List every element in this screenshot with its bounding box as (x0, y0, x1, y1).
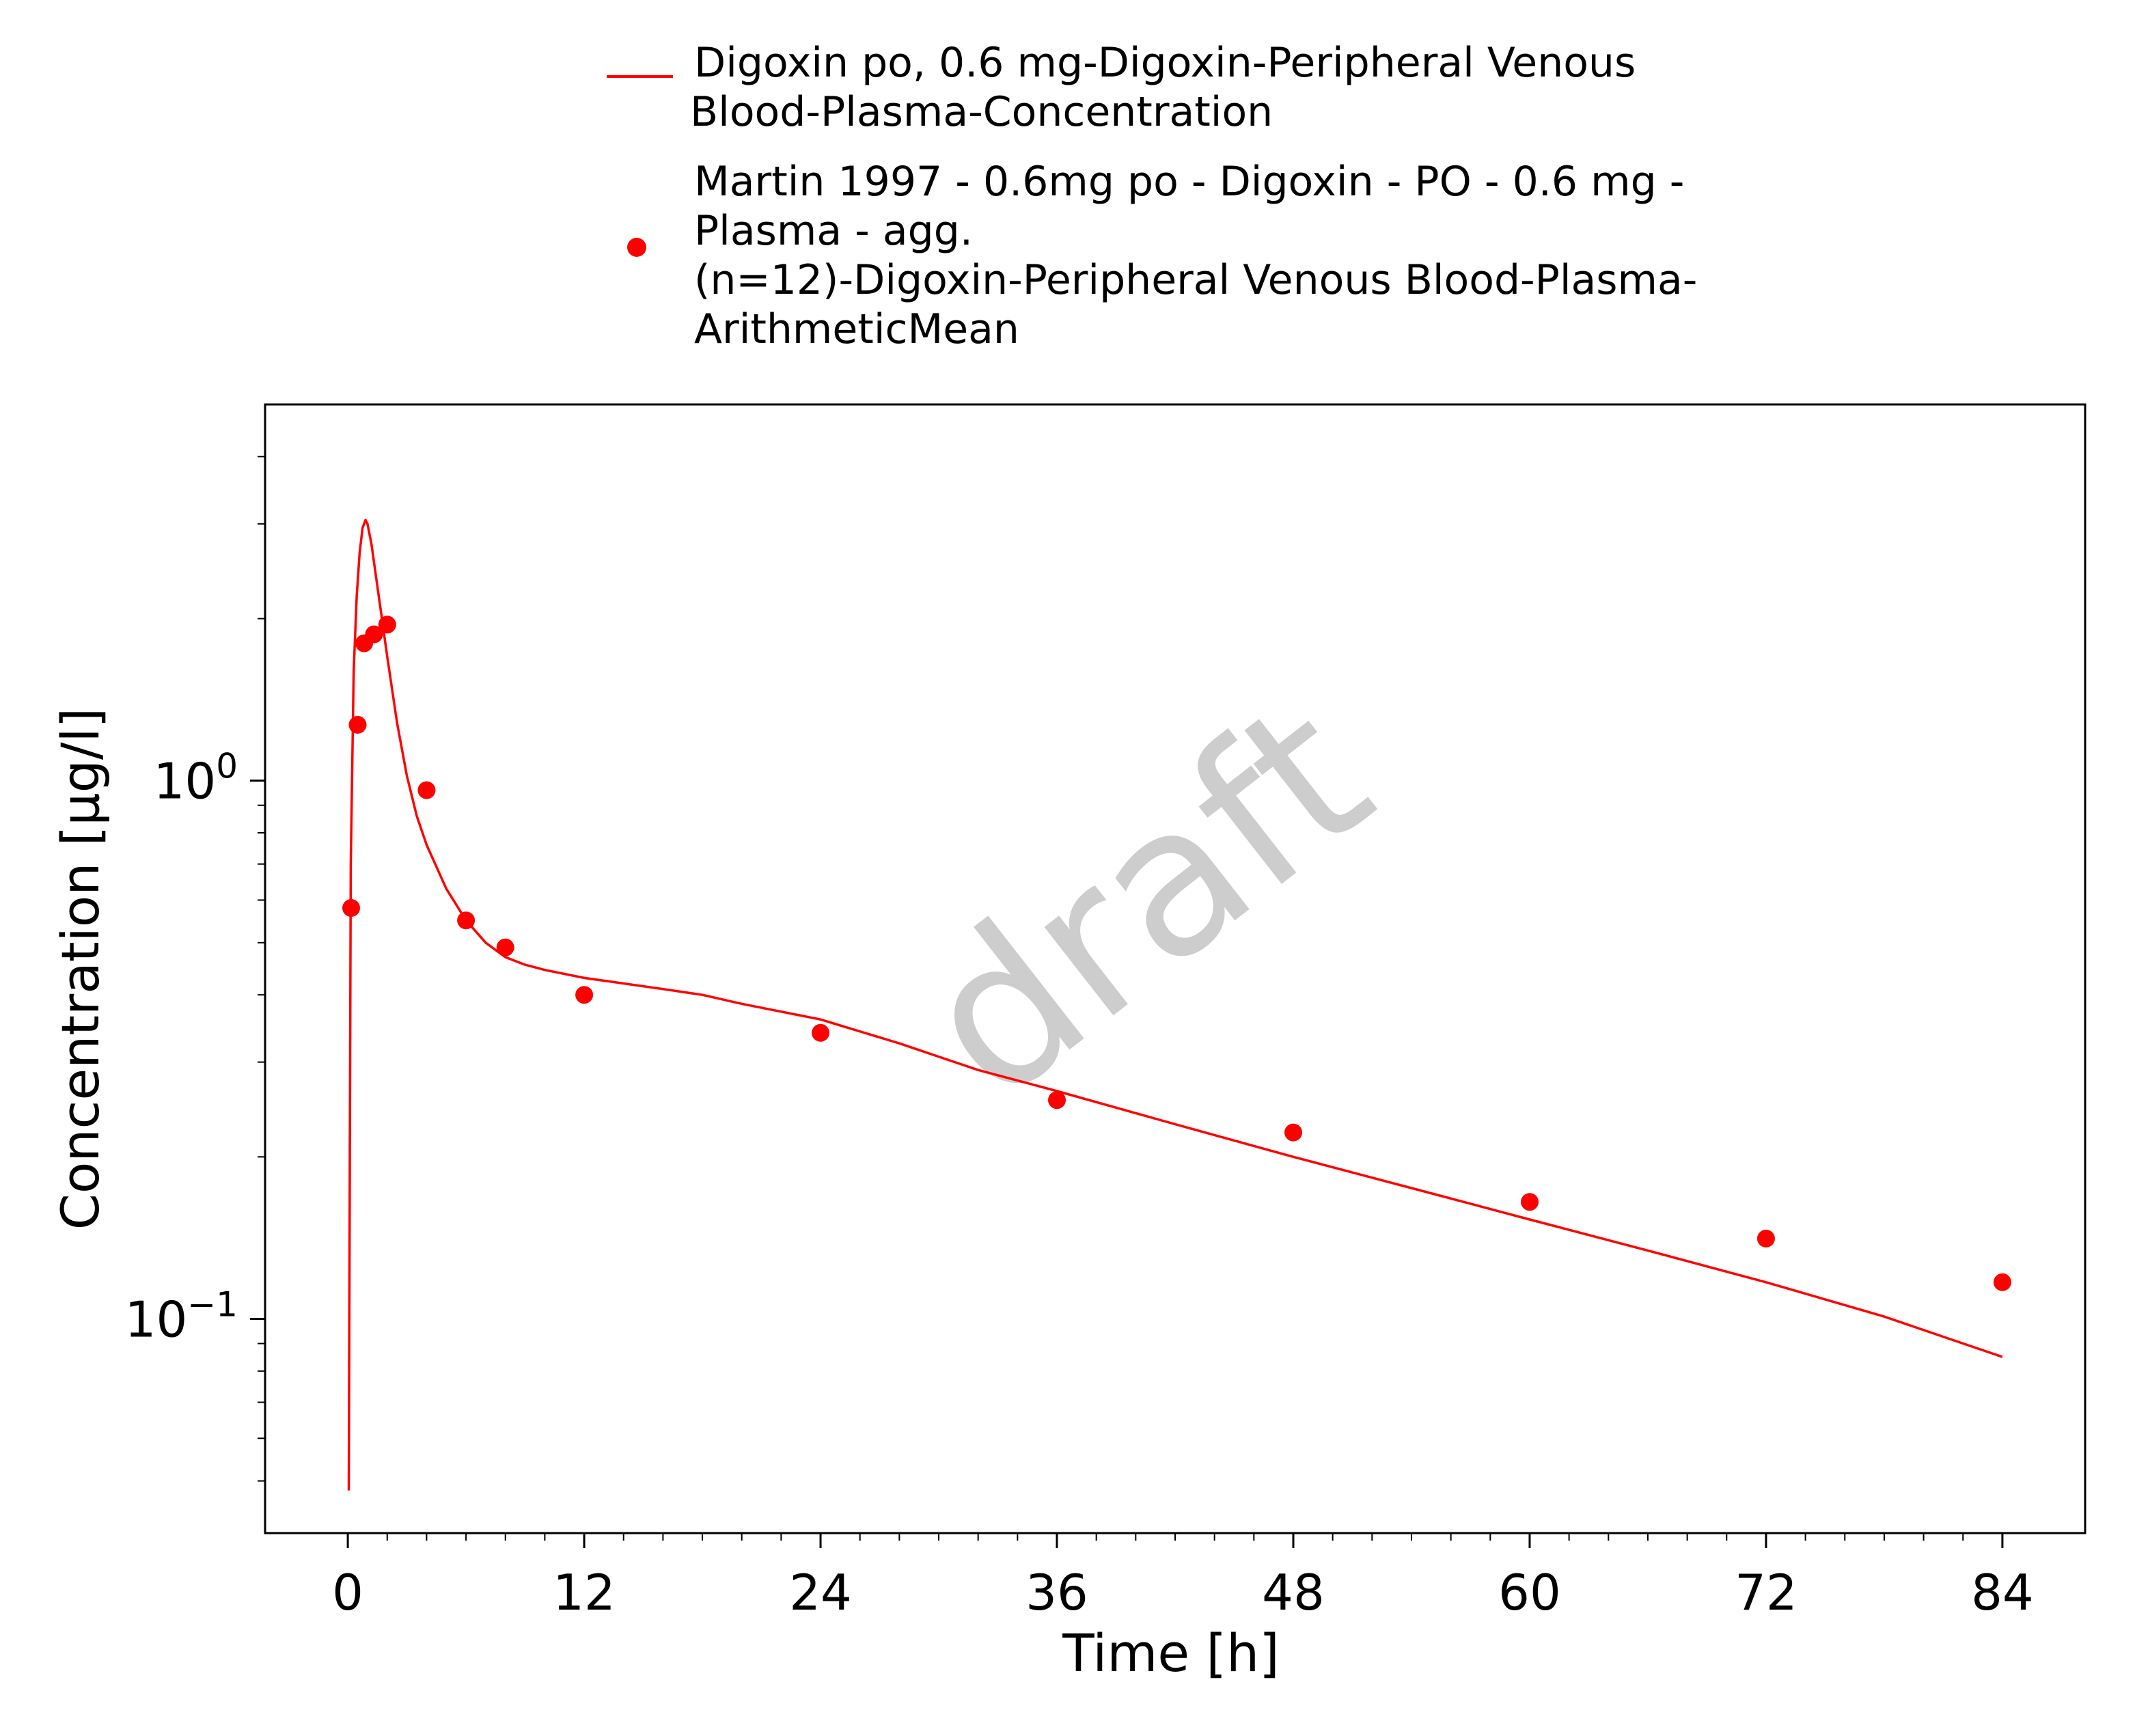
legend-item-simulation: Digoxin po, 0.6 mg-Digoxin-Peripheral Ve… (607, 39, 1636, 136)
x-axis-title: Time [h] (1062, 1623, 1280, 1683)
y-tick-base: 10 (154, 753, 217, 810)
observed-point (1993, 1273, 2011, 1291)
simulation-curve (347, 519, 2003, 1491)
series-layer (342, 519, 2011, 1491)
legend-label-simulation-line-2: Blood-Plasma-Concentration (690, 88, 1273, 136)
observed-point (365, 625, 383, 644)
watermark: draft (879, 657, 1411, 1146)
y-tick-label: 10−1 (125, 1284, 238, 1348)
legend-label-observed-line-3: (n=12)-Digoxin-Peripheral Venous Blood-P… (694, 256, 1697, 304)
observed-point (417, 781, 436, 799)
observed-point (1284, 1123, 1302, 1142)
legend-item-observed: Martin 1997 - 0.6mg po - Digoxin - PO - … (627, 158, 1697, 353)
legend-label-simulation-line-1: Digoxin po, 0.6 mg-Digoxin-Peripheral Ve… (694, 39, 1636, 87)
y-axis-title: Concentration [µg/l] (50, 708, 111, 1230)
legend-marker-swatch (627, 238, 646, 257)
observed-point (1521, 1193, 1539, 1211)
legend-label-observed-line-1: Martin 1997 - 0.6mg po - Digoxin - PO - … (694, 158, 1684, 206)
observed-point (1048, 1091, 1066, 1110)
observed-point (812, 1023, 829, 1042)
y-tick-label: 100 (154, 747, 238, 810)
x-axis: 0 12 24 36 48 60 72 84 (332, 1533, 2034, 1621)
legend-label-observed-line-2: Plasma - agg. (694, 207, 973, 255)
x-tick-label: 24 (789, 1564, 852, 1621)
legend: Digoxin po, 0.6 mg-Digoxin-Peripheral Ve… (607, 39, 1697, 353)
observed-point (342, 899, 360, 917)
legend-label-observed-line-4: ArithmeticMean (694, 305, 1019, 353)
x-tick-label: 48 (1262, 1564, 1325, 1621)
observed-point (348, 715, 367, 734)
observed-point (1757, 1229, 1775, 1248)
observed-point (496, 938, 514, 956)
x-tick-label: 0 (332, 1564, 363, 1621)
observed-point (575, 986, 594, 1004)
y-tick-base: 10 (125, 1291, 188, 1348)
observed-point (457, 911, 476, 930)
x-tick-label: 12 (553, 1564, 616, 1621)
x-tick-label: 36 (1025, 1564, 1088, 1621)
observed-point (378, 616, 396, 634)
y-tick-exponent: 0 (216, 747, 238, 786)
x-tick-label: 84 (1971, 1564, 2034, 1621)
x-tick-label: 72 (1735, 1564, 1797, 1621)
x-tick-label: 60 (1498, 1564, 1561, 1621)
y-tick-exponent: −1 (187, 1284, 238, 1324)
